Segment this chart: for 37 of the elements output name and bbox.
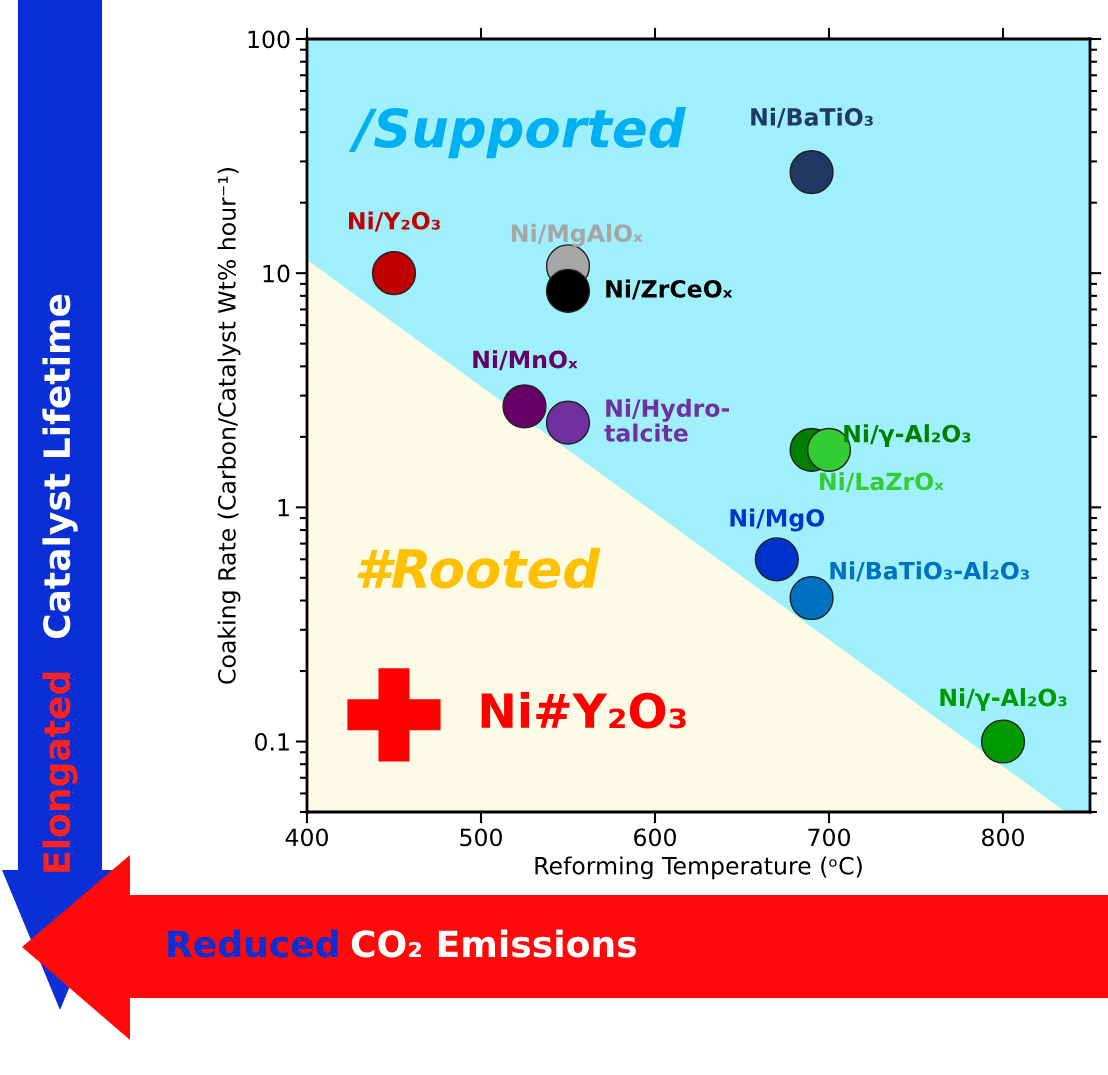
text: Catalyst Lifetime xyxy=(42,294,78,639)
y-tick-label: 1 xyxy=(278,499,289,517)
y-tick-label: 10 xyxy=(263,264,290,283)
series-label: Ni#Y₂O₃ xyxy=(481,691,686,729)
series-label: Ni/BaTiO₃-Al₂O₃ xyxy=(830,561,1029,582)
series-label: Ni/Hydro- talcite xyxy=(604,398,730,442)
x-tick-label: 700 xyxy=(808,828,850,847)
annotation: #Rooted xyxy=(357,547,601,589)
series-label: Ni/γ-Al₂O₃ xyxy=(940,688,1067,711)
text: Elongated xyxy=(42,672,78,872)
point xyxy=(347,668,441,762)
annotation: /Supported xyxy=(348,107,686,159)
point xyxy=(789,150,834,195)
x-tick-label: 600 xyxy=(634,828,676,847)
y-tick-label: 0.1 xyxy=(255,732,289,751)
y-axis-title: Coaking Rate (Carbon/Catalyst Wt% hour⁻¹) xyxy=(217,168,241,684)
text: Reduced xyxy=(168,929,338,958)
point xyxy=(545,400,591,445)
x-tick-label: 800 xyxy=(982,828,1024,847)
point xyxy=(371,251,417,296)
x-axis-title: Reforming Temperature (ᵒC) xyxy=(535,856,862,880)
series-label: Ni/MgO xyxy=(730,508,825,532)
text: CO₂ Emissions xyxy=(351,929,636,958)
point xyxy=(980,719,1026,764)
series-label: Ni/LaZrOₓ xyxy=(820,472,944,493)
series-label: Ni/MnOₓ xyxy=(473,350,578,371)
point xyxy=(545,268,591,314)
point xyxy=(754,537,799,582)
series-label: Ni/ZrCeOₓ xyxy=(606,279,733,300)
series-label: Ni/BaTiO₃ xyxy=(751,107,873,128)
point xyxy=(502,384,547,429)
series-label: Ni/MgAlOₓ xyxy=(511,223,643,247)
series-label: Ni/Y₂O₃ xyxy=(349,211,440,232)
x-tick-label: 500 xyxy=(460,828,502,847)
x-tick-label: 400 xyxy=(285,828,328,847)
series-label: Ni/γ-Al₂O₃ xyxy=(844,424,971,448)
y-tick-label: 100 xyxy=(248,30,290,49)
